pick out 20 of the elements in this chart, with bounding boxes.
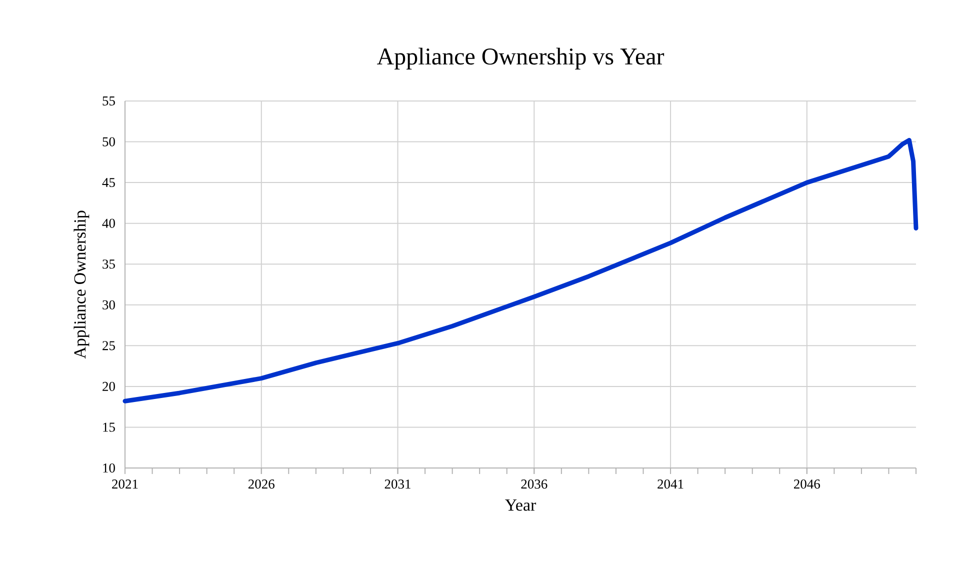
line-series [122,138,918,404]
y-tick-label: 55 [102,96,115,106]
x-tick-label: 2026 [248,480,274,489]
y-tick-label: 15 [103,422,115,432]
x-tick-label: 2036 [521,480,548,489]
x-tick-label: 2021 [112,480,138,489]
y-tick-label: 10 [103,463,115,473]
x-axis-title: Year [505,499,536,511]
y-tick-label: 40 [102,218,115,228]
y-tick-label: 25 [102,341,115,350]
y-tick-label: 45 [102,178,115,188]
y-tick-label: 30 [102,300,115,310]
x-tick-label: 2046 [794,480,820,489]
y-axis-title: Appliance Ownership [74,210,90,359]
y-tick-label: 35 [102,260,115,269]
y-tick-label: 20 [102,382,115,391]
chart-title: Appliance Ownership vs Year [376,48,664,70]
x-tick-label: 2041 [658,480,684,489]
y-tick-label: 50 [102,137,115,146]
x-tick-label: 2031 [384,480,410,489]
